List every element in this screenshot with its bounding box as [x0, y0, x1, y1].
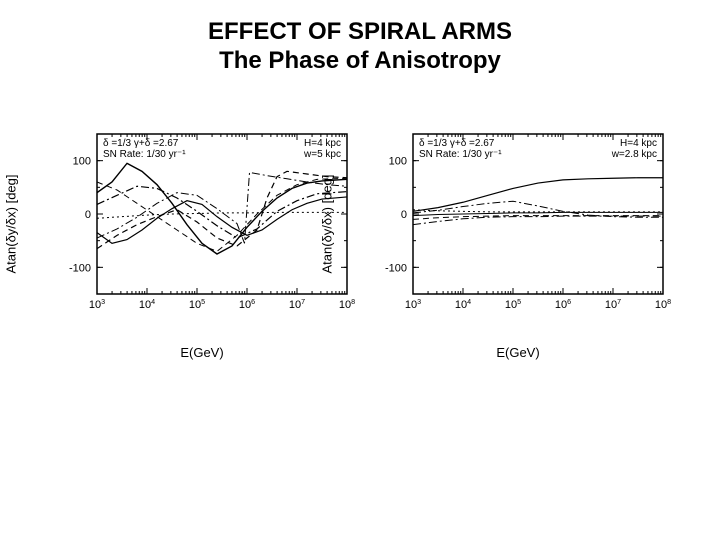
svg-text:103: 103 — [405, 298, 421, 311]
svg-text:106: 106 — [555, 298, 571, 311]
svg-text:0: 0 — [85, 209, 91, 221]
svg-text:0: 0 — [401, 209, 407, 221]
x-axis-label: E(GeV) — [180, 345, 223, 360]
right-panel: Atan(δy/δx) [deg] -100010010310410510610… — [363, 124, 673, 324]
svg-text:-100: -100 — [69, 262, 91, 274]
left-chart: -100 0 100 103 104 105 106 107 108 δ =1/3 γ+δ =2.… — [47, 124, 357, 324]
svg-text:104: 104 — [455, 298, 471, 311]
svg-text:SN Rate: 1/30 yr⁻¹: SN Rate: 1/30 yr⁻¹ — [103, 149, 186, 160]
svg-text:δ =1/3 γ+δ =2.67: δ =1/3 γ+δ =2.67 — [103, 138, 179, 149]
y-axis-label: Atan(δy/δx) [deg] — [4, 174, 19, 273]
svg-text:SN Rate: 1/30 yr⁻¹: SN Rate: 1/30 yr⁻¹ — [419, 149, 502, 160]
right-chart: -100 0 100 103 104 105 106 107 108 δ =1/3 γ+δ =2.… — [363, 124, 673, 324]
left-panel: Atan(δy/δx) [deg] -100 0 100 103 104 105 106 10… — [47, 124, 357, 324]
svg-text:107: 107 — [605, 298, 621, 311]
svg-text:105: 105 — [505, 298, 521, 311]
svg-text:H=4 kpc: H=4 kpc — [304, 138, 341, 149]
svg-text:δ =1/3 γ+δ =2.67: δ =1/3 γ+δ =2.67 — [419, 138, 495, 149]
svg-text:-100: -100 — [385, 262, 407, 274]
page-title-line2: The Phase of Anisotropy — [0, 47, 720, 76]
svg-text:w=2.8 kpc: w=2.8 kpc — [611, 149, 657, 160]
svg-text:100: 100 — [389, 155, 407, 167]
svg-text:106: 106 — [239, 298, 255, 311]
svg-text:103: 103 — [89, 298, 105, 311]
svg-text:w=5 kpc: w=5 kpc — [303, 149, 341, 160]
svg-text:108: 108 — [339, 298, 355, 311]
svg-text:107: 107 — [289, 298, 305, 311]
svg-text:100: 100 — [73, 155, 91, 167]
svg-text:105: 105 — [189, 298, 205, 311]
svg-text:H=4 kpc: H=4 kpc — [620, 138, 657, 149]
panel-row: Atan(δy/δx) [deg] -100 0 100 103 104 105 106 10… — [0, 124, 720, 324]
x-axis-label: E(GeV) — [496, 345, 539, 360]
svg-text:104: 104 — [139, 298, 155, 311]
page-title-line1: EFFECT OF SPIRAL ARMS — [0, 18, 720, 47]
y-axis-label: Atan(δy/δx) [deg] — [320, 174, 335, 273]
svg-text:108: 108 — [655, 298, 671, 311]
